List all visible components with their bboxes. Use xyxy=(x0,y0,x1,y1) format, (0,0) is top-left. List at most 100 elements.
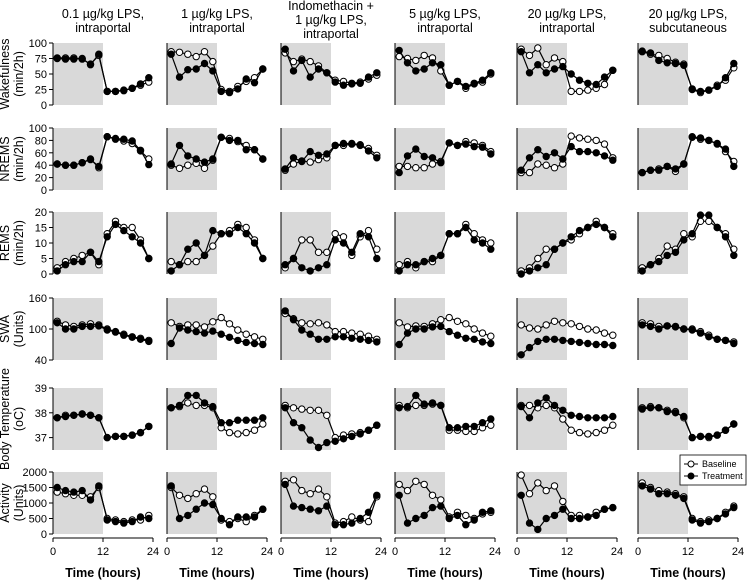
panel-r5-c2-treatment-point-1 xyxy=(167,404,175,412)
y-tick-label-3-5: 5 xyxy=(41,254,47,266)
panel-r3-c4-treatment-point-9 xyxy=(462,223,470,232)
panel-r3-c3-treatment-point-11 xyxy=(364,233,373,241)
panel-r4-c4-baseline-point-2 xyxy=(403,323,412,331)
panel-r3-c1-treatment-point-2 xyxy=(61,261,70,269)
panel-r3-c1-treatment-point-3 xyxy=(70,257,78,266)
panel-r1-c2-treatment-point-8 xyxy=(225,88,234,97)
panel-r6-c4-treatment-point-6 xyxy=(437,502,445,510)
panel-r1-c3-baseline-point-4 xyxy=(306,57,314,66)
panel-r3-c1-baseline-point-10 xyxy=(128,223,136,232)
panel-r4-c1-treatment-point-12 xyxy=(145,337,153,346)
panel-r4-c2-baseline-point-7 xyxy=(217,313,225,322)
panel-r2-c4-treatment-point-7 xyxy=(445,139,453,147)
row-label-4-line-1: SWA xyxy=(0,314,12,343)
panel-r1-c3-treatment-point-1 xyxy=(281,45,289,53)
panel-r5-c1-treatment-point-6 xyxy=(95,414,103,422)
panel-r6-c4-baseline-point-9 xyxy=(462,511,470,520)
panel-r4-c5-baseline-point-6 xyxy=(559,319,567,327)
panel-r1-c3-treatment-point-10 xyxy=(356,79,364,88)
panel-r2-c4-treatment-point-3 xyxy=(412,145,420,153)
panel-r2-c6-treatment-point-4 xyxy=(663,162,671,171)
panel-r3-c2-treatment-point-7 xyxy=(217,230,225,238)
panel-r4-c3-baseline-point-3 xyxy=(298,319,306,327)
panel-r4-c2-treatment-point-9 xyxy=(234,336,242,345)
y-tick-label-3-15: 15 xyxy=(35,223,47,235)
panel-r6-c6-treatment-point-3 xyxy=(655,490,663,498)
y-tick-label-6-2000: 2000 xyxy=(23,467,47,479)
panel-r1-c3-treatment-point-6 xyxy=(323,69,331,77)
panel-r5-c6-treatment-point-11 xyxy=(721,426,730,434)
panel-r2-c2-treatment-point-6 xyxy=(209,155,217,163)
panel-r3-c2-treatment-point-9 xyxy=(234,223,242,232)
x-tick-label-c5-12: 12 xyxy=(561,546,573,558)
panel-r5-c3-treatment-point-1 xyxy=(281,404,289,412)
panel-r3-c6-treatment-point-3 xyxy=(655,257,663,266)
panel-r2-c5-treatment-point-5 xyxy=(550,149,559,157)
column-title-6-line-2: subcutaneous xyxy=(649,21,727,35)
panel-r3-c3-treatment-point-12 xyxy=(373,254,381,263)
panel-r1-c3-dark-period xyxy=(281,43,331,105)
panel-r6-c5-baseline-point-1 xyxy=(517,471,525,479)
panel-r6-c5-baseline-point-2 xyxy=(525,490,534,498)
panel-r1-c2-treatment-point-3 xyxy=(184,66,192,74)
column-title-2-line-2: intraportal xyxy=(189,21,245,35)
panel-r1-c5-treatment-point-9 xyxy=(584,79,592,88)
panel-r5-c5-baseline-point-2 xyxy=(525,401,534,410)
panel-r2-c4-treatment-point-12 xyxy=(487,150,495,158)
panel-r1-c6-treatment-point-12 xyxy=(730,59,738,68)
panel-r6-c1-treatment-point-4 xyxy=(78,486,86,495)
panel-r1-c4-baseline-point-4 xyxy=(420,51,428,60)
panel-r4-c2-treatment-point-12 xyxy=(259,340,267,349)
panel-r1-c5-baseline-point-8 xyxy=(575,87,584,96)
y-tick-label-2-0: 0 xyxy=(41,185,47,197)
panel-r1-c5-baseline-point-3 xyxy=(534,44,542,52)
panel-r3-c6-treatment-point-7 xyxy=(688,230,696,238)
panel-r4-c4-baseline-point-8 xyxy=(453,317,462,325)
panel-r6-c2-treatment-point-11 xyxy=(250,513,259,521)
panel-r2-c1-treatment-point-5 xyxy=(86,155,95,164)
panel-r1-c2-baseline-point-3 xyxy=(184,50,192,58)
panel-r1-c4-baseline-point-3 xyxy=(412,56,420,65)
panel-r5-c6-treatment-point-4 xyxy=(663,407,671,416)
panel-r4-c6-treatment-point-6 xyxy=(680,325,688,333)
panel-r1-c4-treatment-point-8 xyxy=(453,77,462,86)
panel-r5-c5-treatment-point-9 xyxy=(584,414,592,422)
panel-r6-c4-treatment-point-11 xyxy=(478,508,487,516)
panel-r1-c5-treatment-point-3 xyxy=(534,60,542,69)
panel-r1-c1-treatment-point-9 xyxy=(120,87,128,95)
panel-r1-c5-baseline-point-11 xyxy=(600,80,609,89)
panel-r5-c1-treatment-point-10 xyxy=(128,431,136,439)
panel-r1-c6-treatment-point-1 xyxy=(638,47,646,55)
panel-r2-c1-treatment-point-9 xyxy=(120,135,128,143)
panel-r6-c1-treatment-point-5 xyxy=(86,496,95,504)
panel-r6-c5-treatment-point-7 xyxy=(567,514,575,523)
panel-r5-c3-treatment-point-7 xyxy=(331,437,339,445)
panel-r2-c1-treatment-point-10 xyxy=(128,137,136,145)
panel-r2-c3-treatment-point-8 xyxy=(339,139,348,148)
panel-r4-c4-treatment-point-4 xyxy=(420,325,428,333)
x-tick-label-c5-0: 0 xyxy=(514,546,520,558)
panel-r3-c6-baseline-point-4 xyxy=(663,242,671,250)
panel-r6-c3-treatment-point-12 xyxy=(373,491,381,499)
panel-r6-c3-baseline-point-3 xyxy=(298,486,306,495)
panel-r1-c5-treatment-point-1 xyxy=(517,48,525,56)
panel-r6-c2-treatment-point-10 xyxy=(242,513,250,521)
panel-r1-c5-dark-period xyxy=(517,43,567,105)
panel-r4-c2-baseline-point-1 xyxy=(167,319,175,327)
panel-r5-c2-baseline-point-3 xyxy=(184,399,192,407)
panel-r2-c3-treatment-point-2 xyxy=(289,154,298,162)
x-axis-label-c3: Time (hours) xyxy=(293,566,368,580)
panel-r5-c2-baseline-point-11 xyxy=(250,426,259,434)
panel-r5-c5-dark-period xyxy=(517,388,567,450)
panel-r2-c5-baseline-point-9 xyxy=(584,135,592,143)
panel-r5-c2-treatment-point-10 xyxy=(242,416,250,424)
y-tick-label-2-100: 100 xyxy=(29,123,47,135)
panel-r4-c5-baseline-point-11 xyxy=(600,329,609,337)
panel-r1-c2-treatment-point-9 xyxy=(234,85,242,93)
panel-r5-c5-baseline-point-11 xyxy=(600,426,609,434)
panel-r6-c5-treatment-point-4 xyxy=(542,514,550,523)
panel-r6-c4-dark-period xyxy=(395,472,445,534)
panel-r4-c3-baseline-point-6 xyxy=(323,321,331,329)
panel-r2-c5-treatment-point-4 xyxy=(542,152,550,161)
panel-r4-c5-dark-period xyxy=(517,298,567,360)
